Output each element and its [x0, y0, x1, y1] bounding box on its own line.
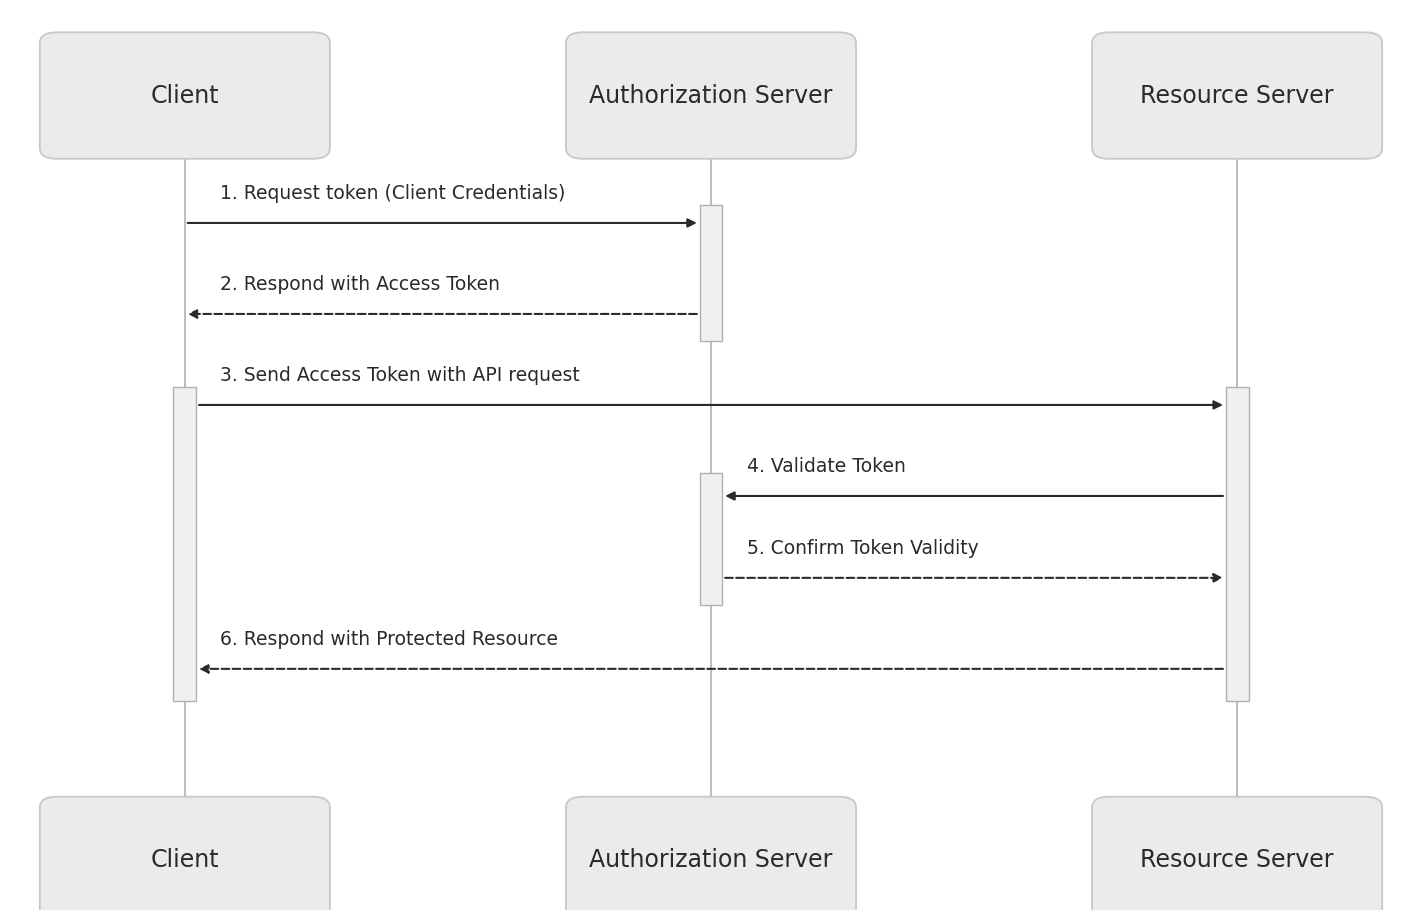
FancyBboxPatch shape — [566, 32, 856, 158]
Text: 6. Respond with Protected Resource: 6. Respond with Protected Resource — [220, 630, 559, 649]
FancyBboxPatch shape — [700, 473, 722, 605]
Text: Client: Client — [151, 84, 219, 107]
FancyBboxPatch shape — [1092, 32, 1382, 158]
Text: Authorization Server: Authorization Server — [589, 848, 833, 872]
FancyBboxPatch shape — [1092, 797, 1382, 910]
Text: 2. Respond with Access Token: 2. Respond with Access Token — [220, 275, 501, 294]
FancyBboxPatch shape — [40, 32, 330, 158]
Text: 4. Validate Token: 4. Validate Token — [747, 457, 906, 476]
Text: Resource Server: Resource Server — [1140, 848, 1334, 872]
FancyBboxPatch shape — [1226, 387, 1249, 701]
FancyBboxPatch shape — [173, 387, 196, 701]
FancyBboxPatch shape — [566, 797, 856, 910]
Text: 3. Send Access Token with API request: 3. Send Access Token with API request — [220, 366, 580, 385]
Text: Client: Client — [151, 848, 219, 872]
Text: 1. Request token (Client Credentials): 1. Request token (Client Credentials) — [220, 184, 566, 203]
Text: Resource Server: Resource Server — [1140, 84, 1334, 107]
Text: Authorization Server: Authorization Server — [589, 84, 833, 107]
Text: 5. Confirm Token Validity: 5. Confirm Token Validity — [747, 539, 978, 558]
FancyBboxPatch shape — [700, 205, 722, 341]
FancyBboxPatch shape — [40, 797, 330, 910]
